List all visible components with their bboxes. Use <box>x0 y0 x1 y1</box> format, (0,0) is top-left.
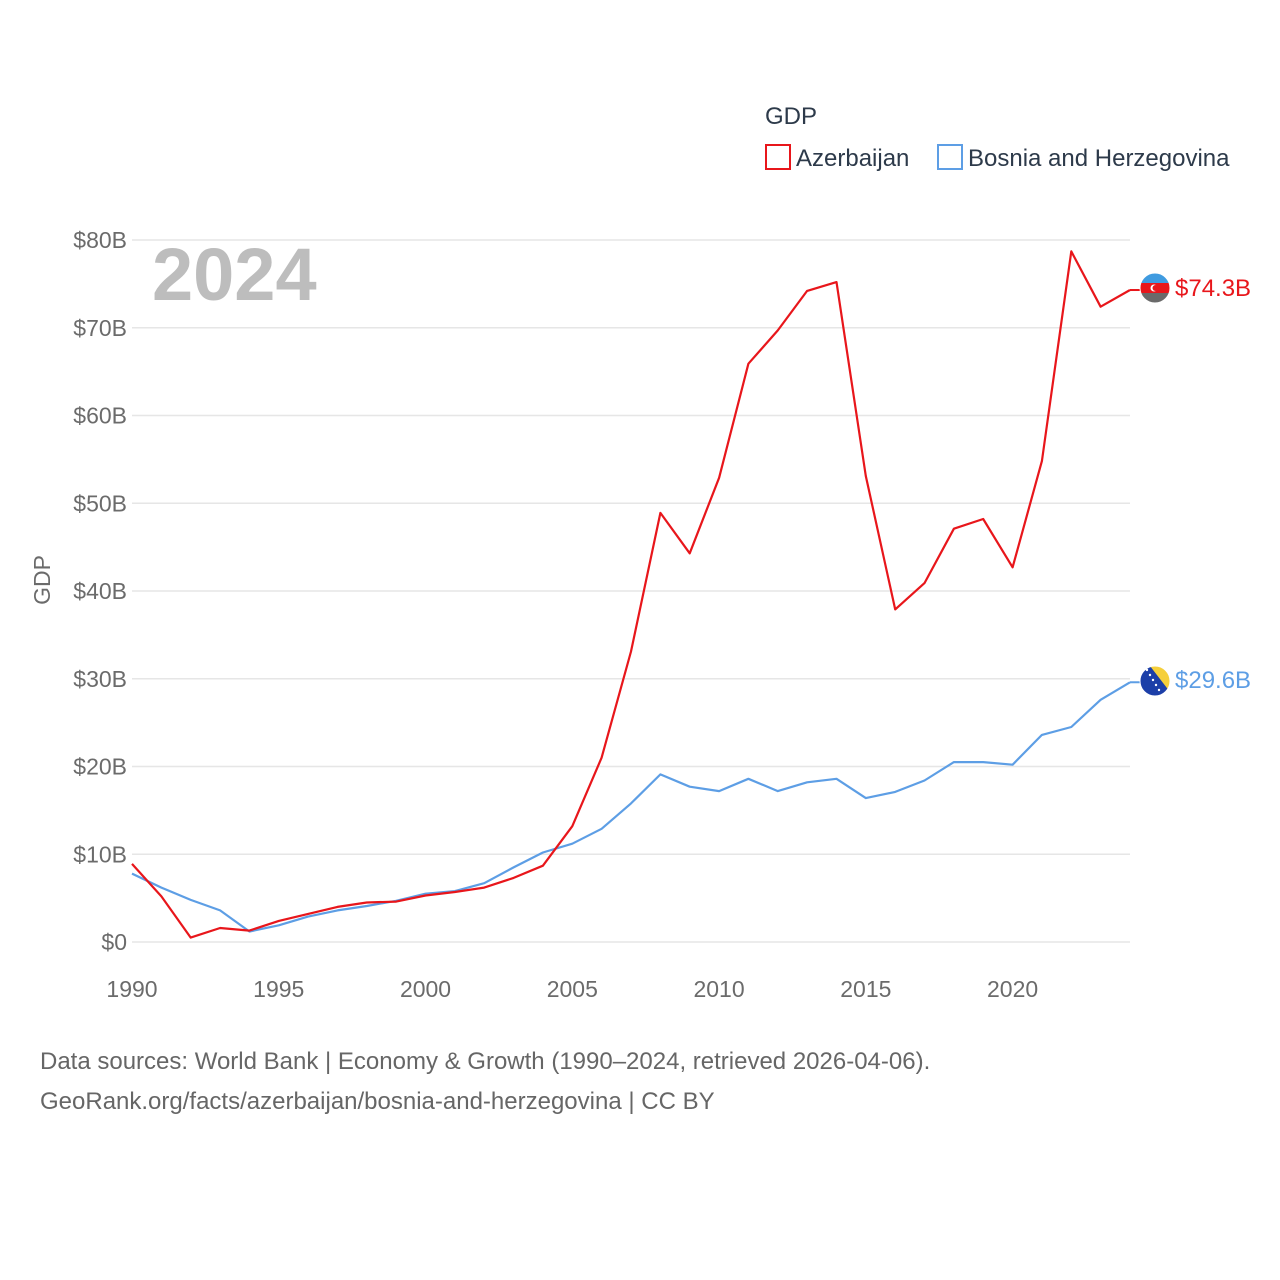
end-marker-bosnia: $29.6B <box>1139 665 1251 697</box>
bosnia-flag-icon <box>1140 666 1170 696</box>
legend-label-bosnia: Bosnia and Herzegovina <box>968 145 1230 172</box>
legend-swatch-azerbaijan <box>765 144 791 170</box>
gridlines <box>132 239 1130 943</box>
x-tick-label: 2020 <box>987 976 1038 1002</box>
azerbaijan-flag-icon <box>1140 273 1170 303</box>
y-tick-label: $30B <box>73 666 127 692</box>
y-tick-label: $70B <box>73 315 127 341</box>
y-axis-ticks: $0 $10B $20B $30B $40B $50B $60B $70B $80B <box>73 227 127 955</box>
end-label-azerbaijan: $74.3B <box>1175 275 1251 302</box>
y-tick-label: $80B <box>73 227 127 253</box>
source-line-1: Data sources: World Bank | Economy & Gro… <box>40 1048 931 1075</box>
x-tick-label: 2015 <box>840 976 891 1002</box>
x-tick-label: 1990 <box>106 976 157 1002</box>
year-label: 2024 <box>152 233 317 316</box>
legend-item-azerbaijan[interactable]: Azerbaijan <box>765 144 909 172</box>
end-label-bosnia: $29.6B <box>1175 667 1251 694</box>
y-tick-label: $20B <box>73 754 127 780</box>
legend-swatch-bosnia <box>937 144 963 170</box>
end-marker-azerbaijan: $74.3B <box>1139 272 1251 304</box>
series-line-azerbaijan[interactable] <box>131 250 1131 939</box>
legend: GDP Azerbaijan Bosnia and Herzegovina <box>765 103 1230 172</box>
x-tick-label: 2005 <box>547 976 598 1002</box>
source-caption: Data sources: World Bank | Economy & Gro… <box>40 1042 930 1122</box>
y-tick-label: $60B <box>73 403 127 429</box>
series-lines <box>131 250 1141 939</box>
series-line-bosnia-and-herzegovina[interactable] <box>131 681 1131 933</box>
y-tick-label: $40B <box>73 578 127 604</box>
y-tick-label: $50B <box>73 490 127 516</box>
x-tick-label: 1995 <box>253 976 304 1002</box>
legend-item-bosnia[interactable]: Bosnia and Herzegovina <box>937 144 1230 172</box>
legend-label-azerbaijan: Azerbaijan <box>796 145 909 172</box>
y-tick-label: $0 <box>101 929 127 955</box>
y-tick-label: $10B <box>73 841 127 867</box>
x-tick-label: 2010 <box>693 976 744 1002</box>
x-tick-label: 2000 <box>400 976 451 1002</box>
legend-title: GDP <box>765 103 817 130</box>
y-axis-label: GDP <box>29 555 55 605</box>
source-line-2[interactable]: GeoRank.org/facts/azerbaijan/bosnia-and-… <box>40 1088 715 1115</box>
x-axis-ticks: 1990 1995 2000 2005 2010 2015 2020 <box>106 976 1038 1002</box>
